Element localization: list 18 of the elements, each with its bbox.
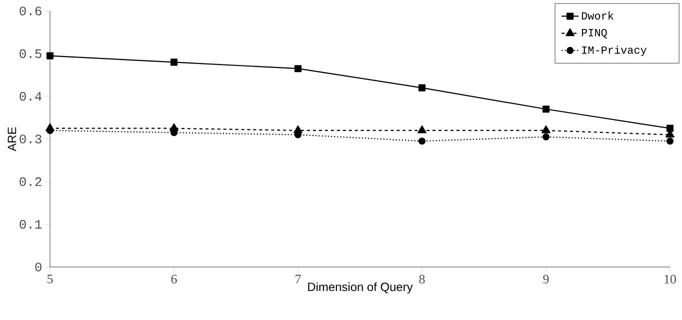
x-tick-label: 10 <box>664 274 676 284</box>
x-tick-label: 8 <box>419 274 425 284</box>
y-tick-label: 0 <box>35 262 42 272</box>
legend-label: PINQ <box>582 28 607 38</box>
y-tick-label: 0.3 <box>20 134 42 144</box>
y-tick-label: 0.6 <box>20 6 42 16</box>
y-tick-label: 0.5 <box>20 49 42 58</box>
x-axis-title: Dimension of Query <box>308 282 413 294</box>
x-tick-label: 7 <box>296 274 301 284</box>
y-tick-label: 0.2 <box>20 177 42 186</box>
y-tick-label: 0.1 <box>20 220 42 229</box>
legend-label: Dwork <box>582 12 614 20</box>
y-tick-label: 0.4 <box>20 92 42 101</box>
legend-label: IM-Privacy <box>582 46 646 56</box>
y-axis-title: ARE <box>8 127 16 152</box>
x-tick-label: 5 <box>48 274 53 284</box>
x-tick-label: 6 <box>171 274 177 284</box>
x-tick-label: 9 <box>543 274 549 284</box>
